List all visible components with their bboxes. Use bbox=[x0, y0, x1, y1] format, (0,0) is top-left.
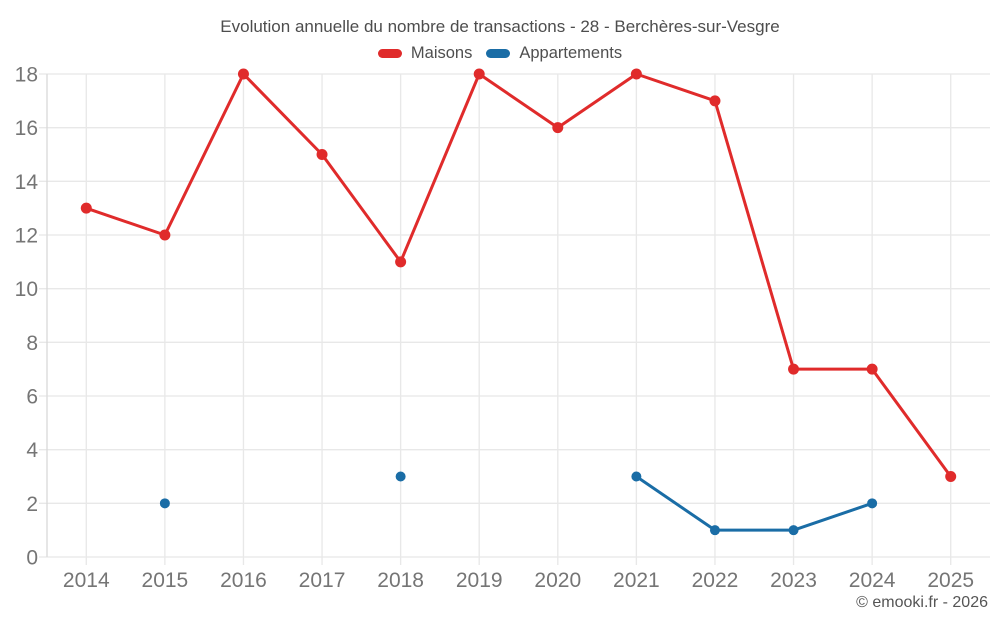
y-tick-label: 0 bbox=[26, 547, 38, 570]
data-point-marker[interactable] bbox=[788, 363, 800, 375]
series-line bbox=[634, 475, 874, 532]
y-tick-label: 14 bbox=[15, 171, 39, 194]
x-tick-label: 2023 bbox=[770, 569, 817, 592]
legend-item-maisons[interactable]: Maisons bbox=[377, 44, 473, 63]
x-tick-label: 2019 bbox=[456, 569, 503, 592]
data-point-marker[interactable] bbox=[473, 68, 485, 80]
data-point-marker[interactable] bbox=[788, 525, 799, 536]
data-point-marker[interactable] bbox=[866, 363, 878, 375]
data-point-marker[interactable] bbox=[945, 471, 957, 482]
x-tick-label: 2018 bbox=[377, 569, 424, 592]
series-line bbox=[84, 72, 953, 478]
y-tick-label: 10 bbox=[15, 278, 38, 301]
y-tick-label: 18 bbox=[15, 64, 38, 87]
data-point-marker[interactable] bbox=[631, 471, 642, 482]
x-tick-label: 2020 bbox=[534, 569, 581, 592]
appartements-legend-label: Appartements bbox=[519, 44, 623, 62]
data-point-marker[interactable] bbox=[80, 202, 92, 214]
data-point-marker[interactable] bbox=[159, 498, 170, 509]
x-tick-label: 2021 bbox=[613, 569, 660, 592]
copyright-text: © emooki.fr - 2026 bbox=[856, 594, 988, 611]
data-point-marker[interactable] bbox=[395, 471, 406, 482]
x-tick-label: 2022 bbox=[692, 569, 739, 592]
x-tick-label: 2017 bbox=[299, 569, 346, 592]
grid-lines bbox=[39, 73, 990, 565]
x-tick-label: 2014 bbox=[63, 569, 110, 592]
axis-tick-labels: 0 2 4 6 8 10 12 14 16 18 2014 2015 2016 2017 2018 2019 2… bbox=[15, 64, 974, 593]
x-tick-label: 2016 bbox=[220, 569, 267, 592]
x-tick-label: 2015 bbox=[142, 569, 189, 592]
data-point-marker[interactable] bbox=[552, 122, 564, 134]
y-tick-label: 16 bbox=[15, 117, 38, 140]
y-tick-label: 6 bbox=[26, 386, 38, 409]
data-point-marker[interactable] bbox=[395, 256, 407, 268]
maisons-legend-label: Maisons bbox=[410, 44, 473, 62]
data-point-marker[interactable] bbox=[159, 229, 171, 241]
data-point-marker[interactable] bbox=[709, 525, 720, 536]
chart-legend: Maisons Appartements bbox=[0, 44, 1000, 63]
x-tick-label: 2024 bbox=[849, 569, 896, 592]
y-tick-label: 4 bbox=[26, 439, 38, 462]
x-tick-label: 2025 bbox=[927, 569, 974, 592]
data-point-marker[interactable] bbox=[316, 149, 328, 160]
y-tick-label: 2 bbox=[26, 493, 38, 516]
series-appartements bbox=[159, 471, 878, 536]
data-point-marker[interactable] bbox=[630, 68, 642, 80]
data-point-marker[interactable] bbox=[709, 95, 721, 107]
y-tick-label: 8 bbox=[26, 332, 38, 355]
appartements-legend-swatch bbox=[486, 49, 511, 58]
y-tick-label: 12 bbox=[15, 225, 38, 248]
chart-title: Evolution annuelle du nombre de transact… bbox=[220, 17, 780, 36]
data-point-marker[interactable] bbox=[867, 498, 878, 509]
maisons-legend-swatch bbox=[377, 49, 402, 58]
data-point-marker[interactable] bbox=[237, 68, 249, 80]
series-maisons bbox=[80, 68, 957, 482]
legend-item-appartements[interactable]: Appartements bbox=[486, 44, 622, 63]
